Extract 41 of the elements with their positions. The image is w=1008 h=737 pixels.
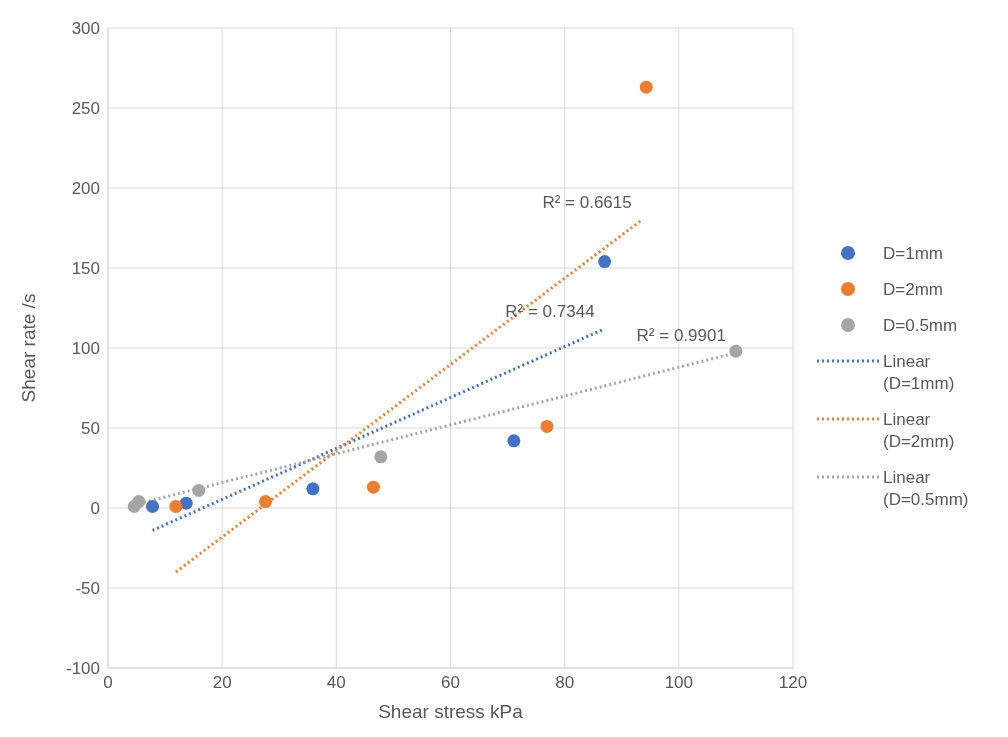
y-tick-label: 200 bbox=[71, 179, 100, 199]
annotation: R² = 0.6615 bbox=[542, 193, 632, 212]
point bbox=[639, 80, 653, 94]
point bbox=[598, 255, 612, 269]
legend-label: D=1mm bbox=[883, 243, 944, 265]
annotation: R² = 0.9901 bbox=[636, 325, 726, 345]
y-tick-label: -100 bbox=[65, 659, 100, 679]
y-tick-label: 150 bbox=[71, 259, 100, 279]
point bbox=[507, 434, 521, 448]
x-tick-label: 40 bbox=[326, 673, 346, 693]
point bbox=[169, 499, 183, 513]
y-tick-label: 250 bbox=[71, 99, 100, 119]
legend-label: Linear (D=2mm) bbox=[883, 409, 956, 453]
y-tick-label: 50 bbox=[81, 419, 100, 439]
y-axis-title: Shear rate /s bbox=[17, 293, 39, 403]
point bbox=[540, 419, 554, 433]
point bbox=[374, 450, 388, 464]
point bbox=[366, 480, 380, 494]
x-axis-title: Shear stress kPa bbox=[378, 701, 524, 722]
point bbox=[259, 495, 273, 509]
point bbox=[146, 499, 160, 513]
legend-label: D=0.5mm bbox=[883, 315, 959, 337]
y-tick-label: 100 bbox=[71, 339, 100, 359]
legend-label: Linear (D=1mm) bbox=[883, 351, 956, 395]
x-tick-label: 60 bbox=[441, 673, 460, 693]
x-tick-label: 20 bbox=[212, 673, 232, 693]
point bbox=[192, 483, 206, 497]
x-tick-label: 120 bbox=[778, 673, 808, 693]
point bbox=[306, 482, 320, 496]
x-tick-label: 100 bbox=[664, 673, 694, 693]
point bbox=[179, 496, 193, 510]
annotation: R² = 0.7344 bbox=[505, 301, 595, 321]
y-tick-label: 300 bbox=[71, 19, 100, 39]
point bbox=[729, 344, 743, 358]
x-tick-label: 0 bbox=[103, 673, 113, 693]
legend-label: D=2mm bbox=[883, 279, 944, 301]
y-tick-label: -50 bbox=[75, 579, 100, 599]
x-tick-label: 80 bbox=[555, 673, 575, 693]
legend-label: Linear (D=0.5mm) bbox=[883, 467, 970, 511]
y-tick-label: 0 bbox=[90, 499, 100, 519]
point bbox=[132, 495, 146, 509]
